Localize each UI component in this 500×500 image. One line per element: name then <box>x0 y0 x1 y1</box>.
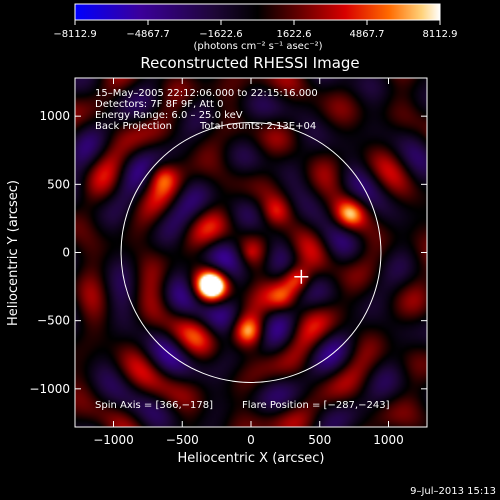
annotation-flare-position: Flare Position = [−287,−243] <box>242 400 390 411</box>
x-tick-label: −1000 <box>93 433 134 447</box>
y-tick-label: −1000 <box>29 382 70 396</box>
colorbar-tick-label: 8112.9 <box>423 29 458 40</box>
x-tick-label: 0 <box>247 433 255 447</box>
x-tick-label: 500 <box>308 433 331 447</box>
axis-ticks: −1000 −500 0 500 1000 −1000 −500 0 500 1000 <box>29 78 427 447</box>
x-tick-label: −500 <box>166 433 199 447</box>
annotation-energy-range: Energy Range: 6.0 – 25.0 keV <box>95 110 243 121</box>
annotation-method: Back Projection <box>95 121 172 132</box>
x-tick-label: 1000 <box>373 433 404 447</box>
y-tick-label: 500 <box>47 177 70 191</box>
colorbar-tick-label: 1622.6 <box>277 29 312 40</box>
annotation-block: 15–May–2005 22:12:06.000 to 22:15:16.000… <box>95 88 390 411</box>
annotation-time-range: 15–May–2005 22:12:06.000 to 22:15:16.000 <box>95 88 318 99</box>
colorbar-tick-label: −1622.6 <box>199 29 242 40</box>
heatmap-image <box>75 78 427 427</box>
solar-limb-circle <box>120 122 382 383</box>
chart-title: Reconstructed RHESSI Image <box>140 54 359 72</box>
y-tick-label: −500 <box>37 314 70 328</box>
footer-timestamp: 9–Jul–2013 15:13 <box>410 486 496 497</box>
annotation-spin-axis: Spin Axis = [366,−178] <box>95 400 213 411</box>
annotation-detectors: Detectors: 7F 8F 9F, Att 0 <box>95 99 223 110</box>
colorbar-tick-label: −8112.9 <box>53 29 96 40</box>
colorbar-tick-label: 4867.7 <box>349 29 384 40</box>
y-tick-label: 0 <box>62 246 70 260</box>
annotation-total-counts: Total counts: 2.13E+04 <box>199 121 316 132</box>
x-axis-label: Heliocentric X (arcsec) <box>178 451 325 466</box>
colorbar-tick-label: −4867.7 <box>126 29 169 40</box>
y-tick-label: 1000 <box>39 109 70 123</box>
y-axis-label: Heliocentric Y (arcsec) <box>6 180 21 326</box>
colorbar <box>74 3 441 21</box>
colorbar-unit: (photons cm⁻² s⁻¹ asec⁻²) <box>193 41 322 52</box>
colorbar-ticks: −8112.9 −4867.7 −1622.6 1622.6 4867.7 8112.9 <box>53 20 458 40</box>
